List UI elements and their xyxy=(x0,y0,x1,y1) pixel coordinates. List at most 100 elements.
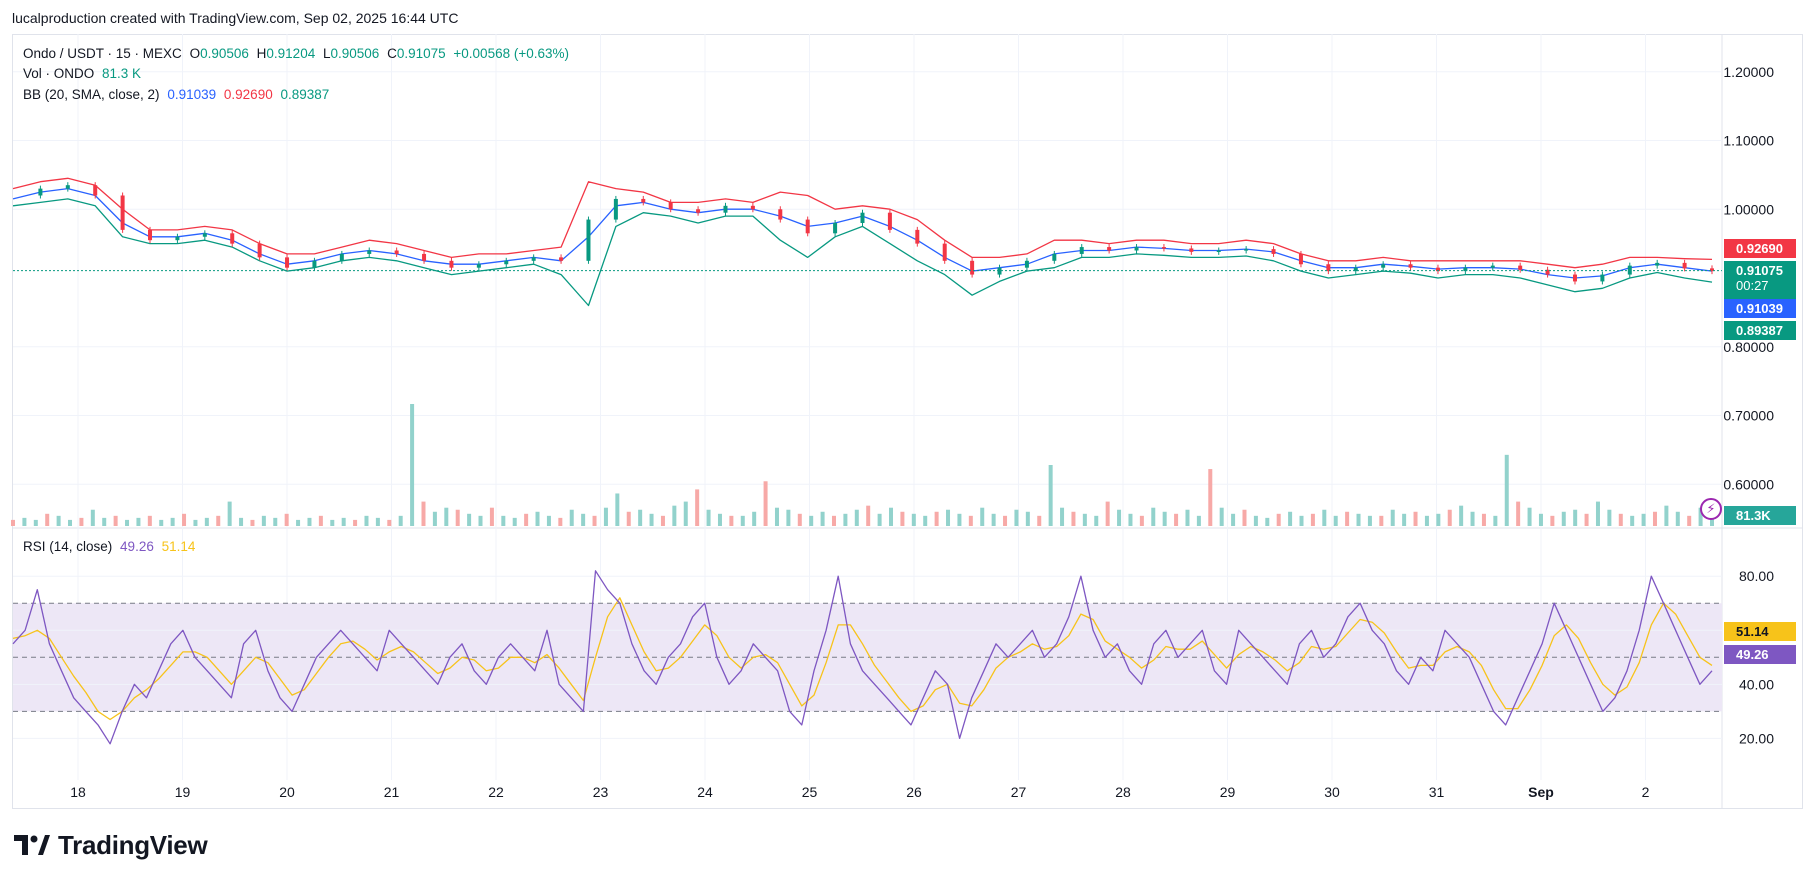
upper-band-tag: 0.92690 xyxy=(1724,239,1796,258)
volume-bar xyxy=(672,505,677,526)
volume-bar xyxy=(296,519,301,526)
volume-bar xyxy=(831,515,836,526)
volume-bar xyxy=(1105,501,1110,526)
basis-tag: 0.91039 xyxy=(1724,299,1796,318)
volume-bar xyxy=(889,507,894,526)
volume-bar xyxy=(330,519,335,526)
volume-bar xyxy=(125,519,130,526)
rsi-label[interactable]: RSI (14, close) xyxy=(23,539,113,554)
volume-bar xyxy=(318,515,323,526)
volume-bar xyxy=(1025,511,1030,526)
candle-body xyxy=(641,198,646,203)
candle-body xyxy=(970,260,975,275)
candle-body xyxy=(778,209,783,220)
volume-bar xyxy=(1516,501,1521,526)
volume-bar xyxy=(33,519,38,526)
candle-body xyxy=(93,185,98,196)
candle-body xyxy=(394,250,399,254)
volume-bar xyxy=(1139,515,1144,526)
volume-bar xyxy=(1219,507,1224,526)
candle-body xyxy=(613,198,618,220)
price-tick-label: 0.80000 xyxy=(1723,339,1774,355)
volume-bar xyxy=(809,515,814,526)
volume-bar xyxy=(353,519,358,526)
bb-basis-value: 0.91039 xyxy=(167,87,217,102)
volume-bar xyxy=(1128,513,1133,526)
volume-bar xyxy=(90,509,95,526)
volume-bar xyxy=(68,519,73,526)
open-value: 0.90506 xyxy=(200,46,249,61)
volume-bar xyxy=(774,507,779,526)
symbol-label[interactable]: Ondo / USDT · 15 · MEXC xyxy=(23,46,182,61)
candle-body xyxy=(1545,269,1550,275)
candle-body xyxy=(367,250,372,254)
volume-bar xyxy=(900,511,905,526)
volume-bar xyxy=(421,501,426,526)
time-tick-label: 18 xyxy=(70,784,86,800)
volume-bar xyxy=(1698,507,1703,526)
volume-bar xyxy=(1276,513,1281,526)
close-label: C xyxy=(387,46,397,61)
price-tick-label: 1.20000 xyxy=(1723,64,1774,80)
last-price-tag: 0.91075 00:27 xyxy=(1724,261,1796,299)
volume-bar xyxy=(341,517,346,526)
volume-bar xyxy=(159,519,164,526)
volume-bar xyxy=(843,513,848,526)
volume-bar xyxy=(558,517,563,526)
candle-body xyxy=(1682,262,1687,269)
time-tick-label: 31 xyxy=(1429,784,1445,800)
rsi-tick-label: 80.00 xyxy=(1739,568,1774,584)
volume-value: 81.3 K xyxy=(102,66,142,81)
volume-bar xyxy=(1322,509,1327,526)
volume-bar xyxy=(1151,507,1156,526)
close-value: 0.91075 xyxy=(396,46,446,61)
volume-bar xyxy=(603,507,608,526)
volume-bar xyxy=(1071,511,1076,526)
time-tick-label: 28 xyxy=(1115,784,1131,800)
volume-bar xyxy=(1265,517,1270,526)
volume-bar xyxy=(1493,515,1498,526)
candle-body xyxy=(1572,274,1577,282)
volume-bar xyxy=(1299,515,1304,526)
volume-bar xyxy=(695,489,700,526)
volume-bar xyxy=(923,515,928,526)
tradingview-mark-icon xyxy=(14,834,50,855)
volume-bar xyxy=(1687,515,1692,526)
candle-body xyxy=(586,219,591,261)
lower-band-tag: 0.89387 xyxy=(1724,321,1796,340)
bb-label[interactable]: BB (20, SMA, close, 2) xyxy=(23,87,160,102)
time-tick-label: 25 xyxy=(802,784,818,800)
volume-bar xyxy=(1196,515,1201,526)
candle-body xyxy=(449,260,454,268)
high-value: 0.91204 xyxy=(266,46,316,61)
volume-bar xyxy=(1060,507,1065,526)
candle-body xyxy=(422,253,427,261)
rsi-line xyxy=(12,570,1713,745)
tradingview-logo[interactable]: TradingView xyxy=(14,830,208,861)
volume-bar xyxy=(1413,511,1418,526)
time-tick-label: 27 xyxy=(1011,784,1027,800)
candle-body xyxy=(696,209,701,213)
candle-body xyxy=(1627,265,1632,275)
volume-bar xyxy=(1470,511,1475,526)
tradingview-wordmark: TradingView xyxy=(58,830,208,860)
volume-bar xyxy=(1584,513,1589,526)
candle-body xyxy=(668,202,673,210)
candle-body xyxy=(1408,264,1413,268)
volume-bar xyxy=(1094,515,1099,526)
volume-bar xyxy=(1447,509,1452,526)
volume-label[interactable]: Vol · ONDO xyxy=(23,66,95,81)
volume-bar xyxy=(581,513,586,526)
lightning-icon[interactable]: ⚡ xyxy=(1700,498,1722,520)
bb-upper-line xyxy=(12,177,1713,269)
volume-bar xyxy=(1550,515,1555,526)
volume-bar xyxy=(432,511,437,526)
volume-bar xyxy=(512,517,517,526)
volume-bar xyxy=(136,517,141,526)
low-value: 0.90506 xyxy=(330,46,380,61)
volume-bar xyxy=(1595,501,1600,526)
time-tick-label: 29 xyxy=(1220,784,1236,800)
candle-body xyxy=(1463,267,1468,272)
volume-bar xyxy=(489,507,494,526)
